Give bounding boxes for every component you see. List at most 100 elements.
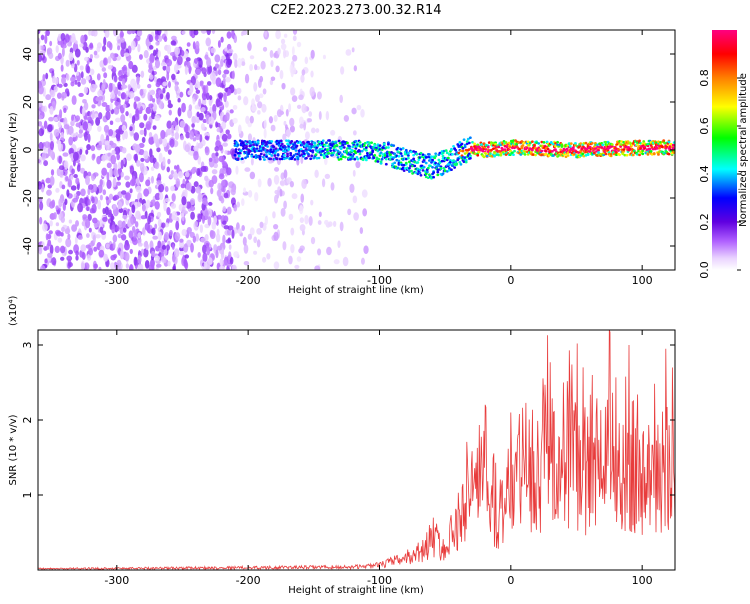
heatmap-cell bbox=[497, 145, 501, 149]
heatmap-cell bbox=[166, 207, 171, 216]
heatmap-cell bbox=[46, 189, 52, 196]
heatmap-cell bbox=[88, 184, 94, 190]
heatmap-cell bbox=[441, 172, 445, 175]
heatmap-cell bbox=[404, 157, 408, 161]
heatmap-cell bbox=[215, 249, 219, 259]
heatmap-cell bbox=[295, 144, 299, 148]
heatmap-cell bbox=[513, 146, 516, 150]
heatmap-cell bbox=[480, 143, 484, 146]
heatmap-cell bbox=[188, 104, 193, 111]
heatmap-cell bbox=[109, 52, 115, 59]
heatmap-cell bbox=[152, 235, 159, 240]
heatmap-cell bbox=[158, 137, 163, 145]
heatmap-cell bbox=[464, 148, 468, 152]
heatmap-cell bbox=[117, 81, 122, 90]
heatmap-cell bbox=[255, 143, 259, 147]
heatmap-cell bbox=[76, 71, 80, 76]
heatmap-cell bbox=[290, 140, 294, 143]
heatmap-cell bbox=[256, 140, 260, 143]
heatmap-cell bbox=[291, 95, 298, 102]
heatmap-cell bbox=[441, 154, 445, 158]
heatmap-cell bbox=[585, 150, 589, 154]
heatmap-cell bbox=[109, 120, 114, 126]
heatmap-cell bbox=[104, 206, 109, 216]
y-tick-label: 20 bbox=[21, 95, 34, 109]
heatmap-cell bbox=[362, 144, 366, 147]
heatmap-cell bbox=[310, 145, 314, 149]
heatmap-cell bbox=[316, 144, 320, 148]
heatmap-cell bbox=[455, 162, 459, 166]
heatmap-cell bbox=[421, 169, 425, 172]
heatmap-cell bbox=[181, 196, 187, 206]
heatmap-cell bbox=[139, 162, 145, 173]
heatmap-cell bbox=[623, 153, 627, 157]
heatmap-cell bbox=[572, 152, 576, 156]
heatmap-cell bbox=[140, 70, 145, 78]
x-tick-label: -300 bbox=[104, 574, 129, 587]
heatmap-cell bbox=[294, 264, 300, 269]
heatmap-cell bbox=[512, 153, 515, 157]
heatmap-cell bbox=[181, 30, 186, 35]
heatmap-cell bbox=[337, 158, 341, 161]
heatmap-cell bbox=[95, 234, 101, 239]
heatmap-cell bbox=[216, 228, 220, 236]
heatmap-cell bbox=[580, 147, 584, 151]
heatmap-cell bbox=[78, 129, 84, 134]
heatmap-cell bbox=[432, 175, 435, 179]
heatmap-cell bbox=[197, 81, 201, 89]
heatmap-cell bbox=[440, 159, 444, 163]
heatmap-cell bbox=[243, 143, 246, 147]
heatmap-cell bbox=[551, 142, 555, 146]
heatmap-cell bbox=[438, 151, 442, 155]
heatmap-cell bbox=[215, 233, 221, 243]
heatmap-cell bbox=[193, 58, 199, 64]
heatmap-cell bbox=[492, 147, 495, 150]
heatmap-cell bbox=[318, 111, 322, 120]
heatmap-cell bbox=[464, 160, 468, 164]
heatmap-cell bbox=[86, 65, 91, 74]
heatmap-cell bbox=[156, 211, 162, 218]
heatmap-cell bbox=[92, 172, 99, 177]
heatmap-cell bbox=[594, 147, 597, 150]
heatmap-cell bbox=[299, 123, 304, 129]
heatmap-cell bbox=[449, 162, 452, 166]
heatmap-cell bbox=[503, 144, 507, 148]
heatmap-cell bbox=[96, 144, 102, 151]
heatmap-cell bbox=[92, 30, 98, 37]
heatmap-cell bbox=[154, 255, 160, 262]
heatmap-cell bbox=[302, 152, 306, 156]
heatmap-cell bbox=[290, 66, 297, 75]
heatmap-cell bbox=[322, 156, 326, 159]
x-tick-label: 100 bbox=[632, 274, 653, 287]
heatmap-cell bbox=[115, 117, 121, 123]
heatmap-cell bbox=[270, 76, 276, 82]
heatmap-cell bbox=[401, 147, 405, 150]
heatmap-cell bbox=[289, 125, 295, 133]
heatmap-cell bbox=[230, 188, 236, 196]
x-tick-label: -100 bbox=[367, 274, 392, 287]
heatmap-cell bbox=[57, 52, 62, 60]
heatmap-cell bbox=[560, 143, 564, 147]
heatmap-cell bbox=[408, 160, 411, 164]
heatmap-cell bbox=[60, 216, 65, 223]
heatmap-cell bbox=[173, 248, 180, 258]
heatmap-cell bbox=[326, 155, 329, 158]
heatmap-cell bbox=[430, 175, 433, 179]
heatmap-cell bbox=[265, 155, 268, 158]
heatmap-cell bbox=[526, 140, 530, 144]
heatmap-cell bbox=[310, 199, 314, 206]
heatmap-cell bbox=[109, 92, 116, 100]
heatmap-cell bbox=[45, 94, 52, 101]
heatmap-cell bbox=[76, 164, 81, 172]
heatmap-cell bbox=[46, 124, 53, 133]
heatmap-cell bbox=[49, 40, 53, 47]
heatmap-cell bbox=[110, 254, 117, 261]
heatmap-cell bbox=[299, 204, 304, 215]
heatmap-cell bbox=[121, 220, 126, 229]
heatmap-cell bbox=[438, 161, 442, 164]
heatmap-cell bbox=[431, 158, 434, 162]
heatmap-cell bbox=[341, 143, 345, 147]
heatmap-cell bbox=[384, 146, 388, 149]
heatmap-cell bbox=[76, 190, 81, 197]
heatmap-cell bbox=[280, 43, 287, 50]
